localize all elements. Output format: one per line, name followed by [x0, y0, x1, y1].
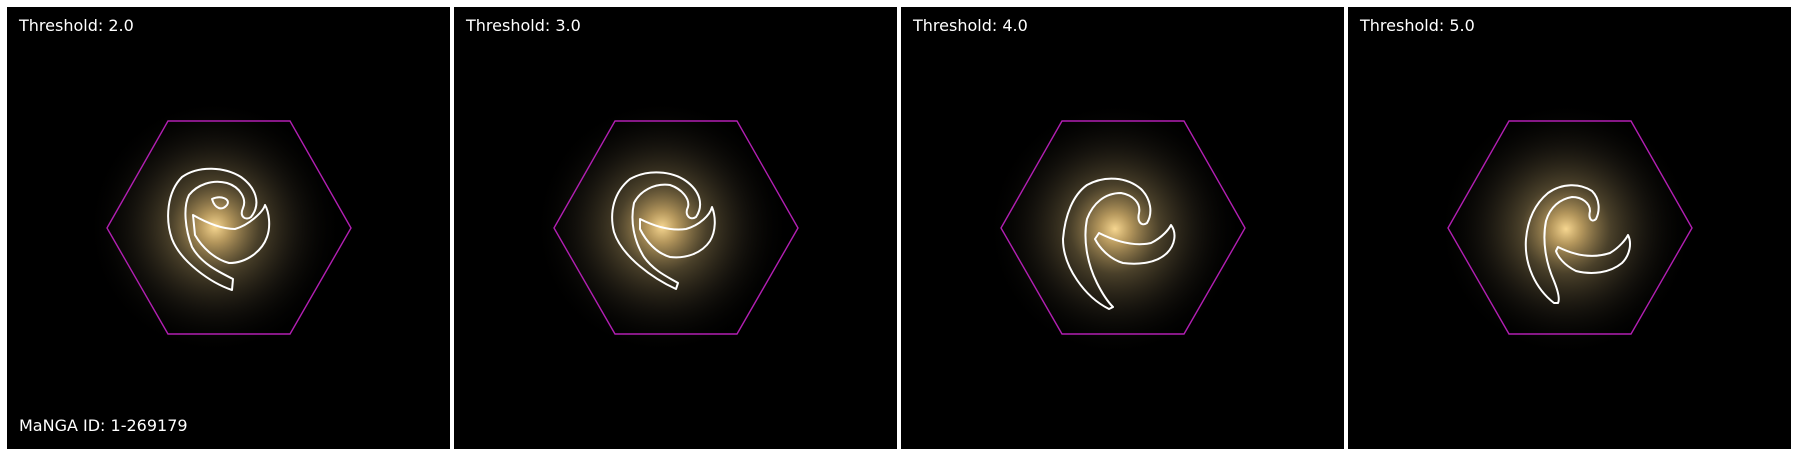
image-strip: Threshold: 2.0 MaNGA ID: 1-269179	[7, 7, 1793, 449]
object-id-label: MaNGA ID: 1-269179	[19, 416, 188, 435]
spiral-contours	[1524, 184, 1631, 304]
spiral-contours	[1062, 177, 1176, 310]
spiral-contours	[611, 171, 716, 290]
threshold-label: Threshold: 2.0	[19, 16, 134, 35]
ifu-hexagon	[1000, 120, 1246, 335]
galaxy-image	[7, 7, 450, 449]
galaxy-image	[901, 7, 1344, 449]
threshold-label: Threshold: 4.0	[913, 16, 1028, 35]
panel-threshold-3: Threshold: 3.0	[454, 7, 897, 449]
ifu-hexagon	[553, 120, 799, 335]
threshold-label: Threshold: 5.0	[1360, 16, 1475, 35]
galaxy-glow	[1438, 101, 1694, 357]
galaxy-glow	[987, 101, 1243, 357]
ifu-hexagon	[106, 120, 352, 335]
galaxy-image	[1348, 7, 1791, 449]
threshold-label: Threshold: 3.0	[466, 16, 581, 35]
ifu-hexagon	[1447, 120, 1693, 335]
panel-threshold-5: Threshold: 5.0	[1348, 7, 1791, 449]
galaxy-image	[454, 7, 897, 449]
spiral-contours	[167, 167, 271, 291]
panel-threshold-2: Threshold: 2.0 MaNGA ID: 1-269179	[7, 7, 450, 449]
panel-threshold-4: Threshold: 4.0	[901, 7, 1344, 449]
galaxy-glow	[87, 99, 343, 355]
